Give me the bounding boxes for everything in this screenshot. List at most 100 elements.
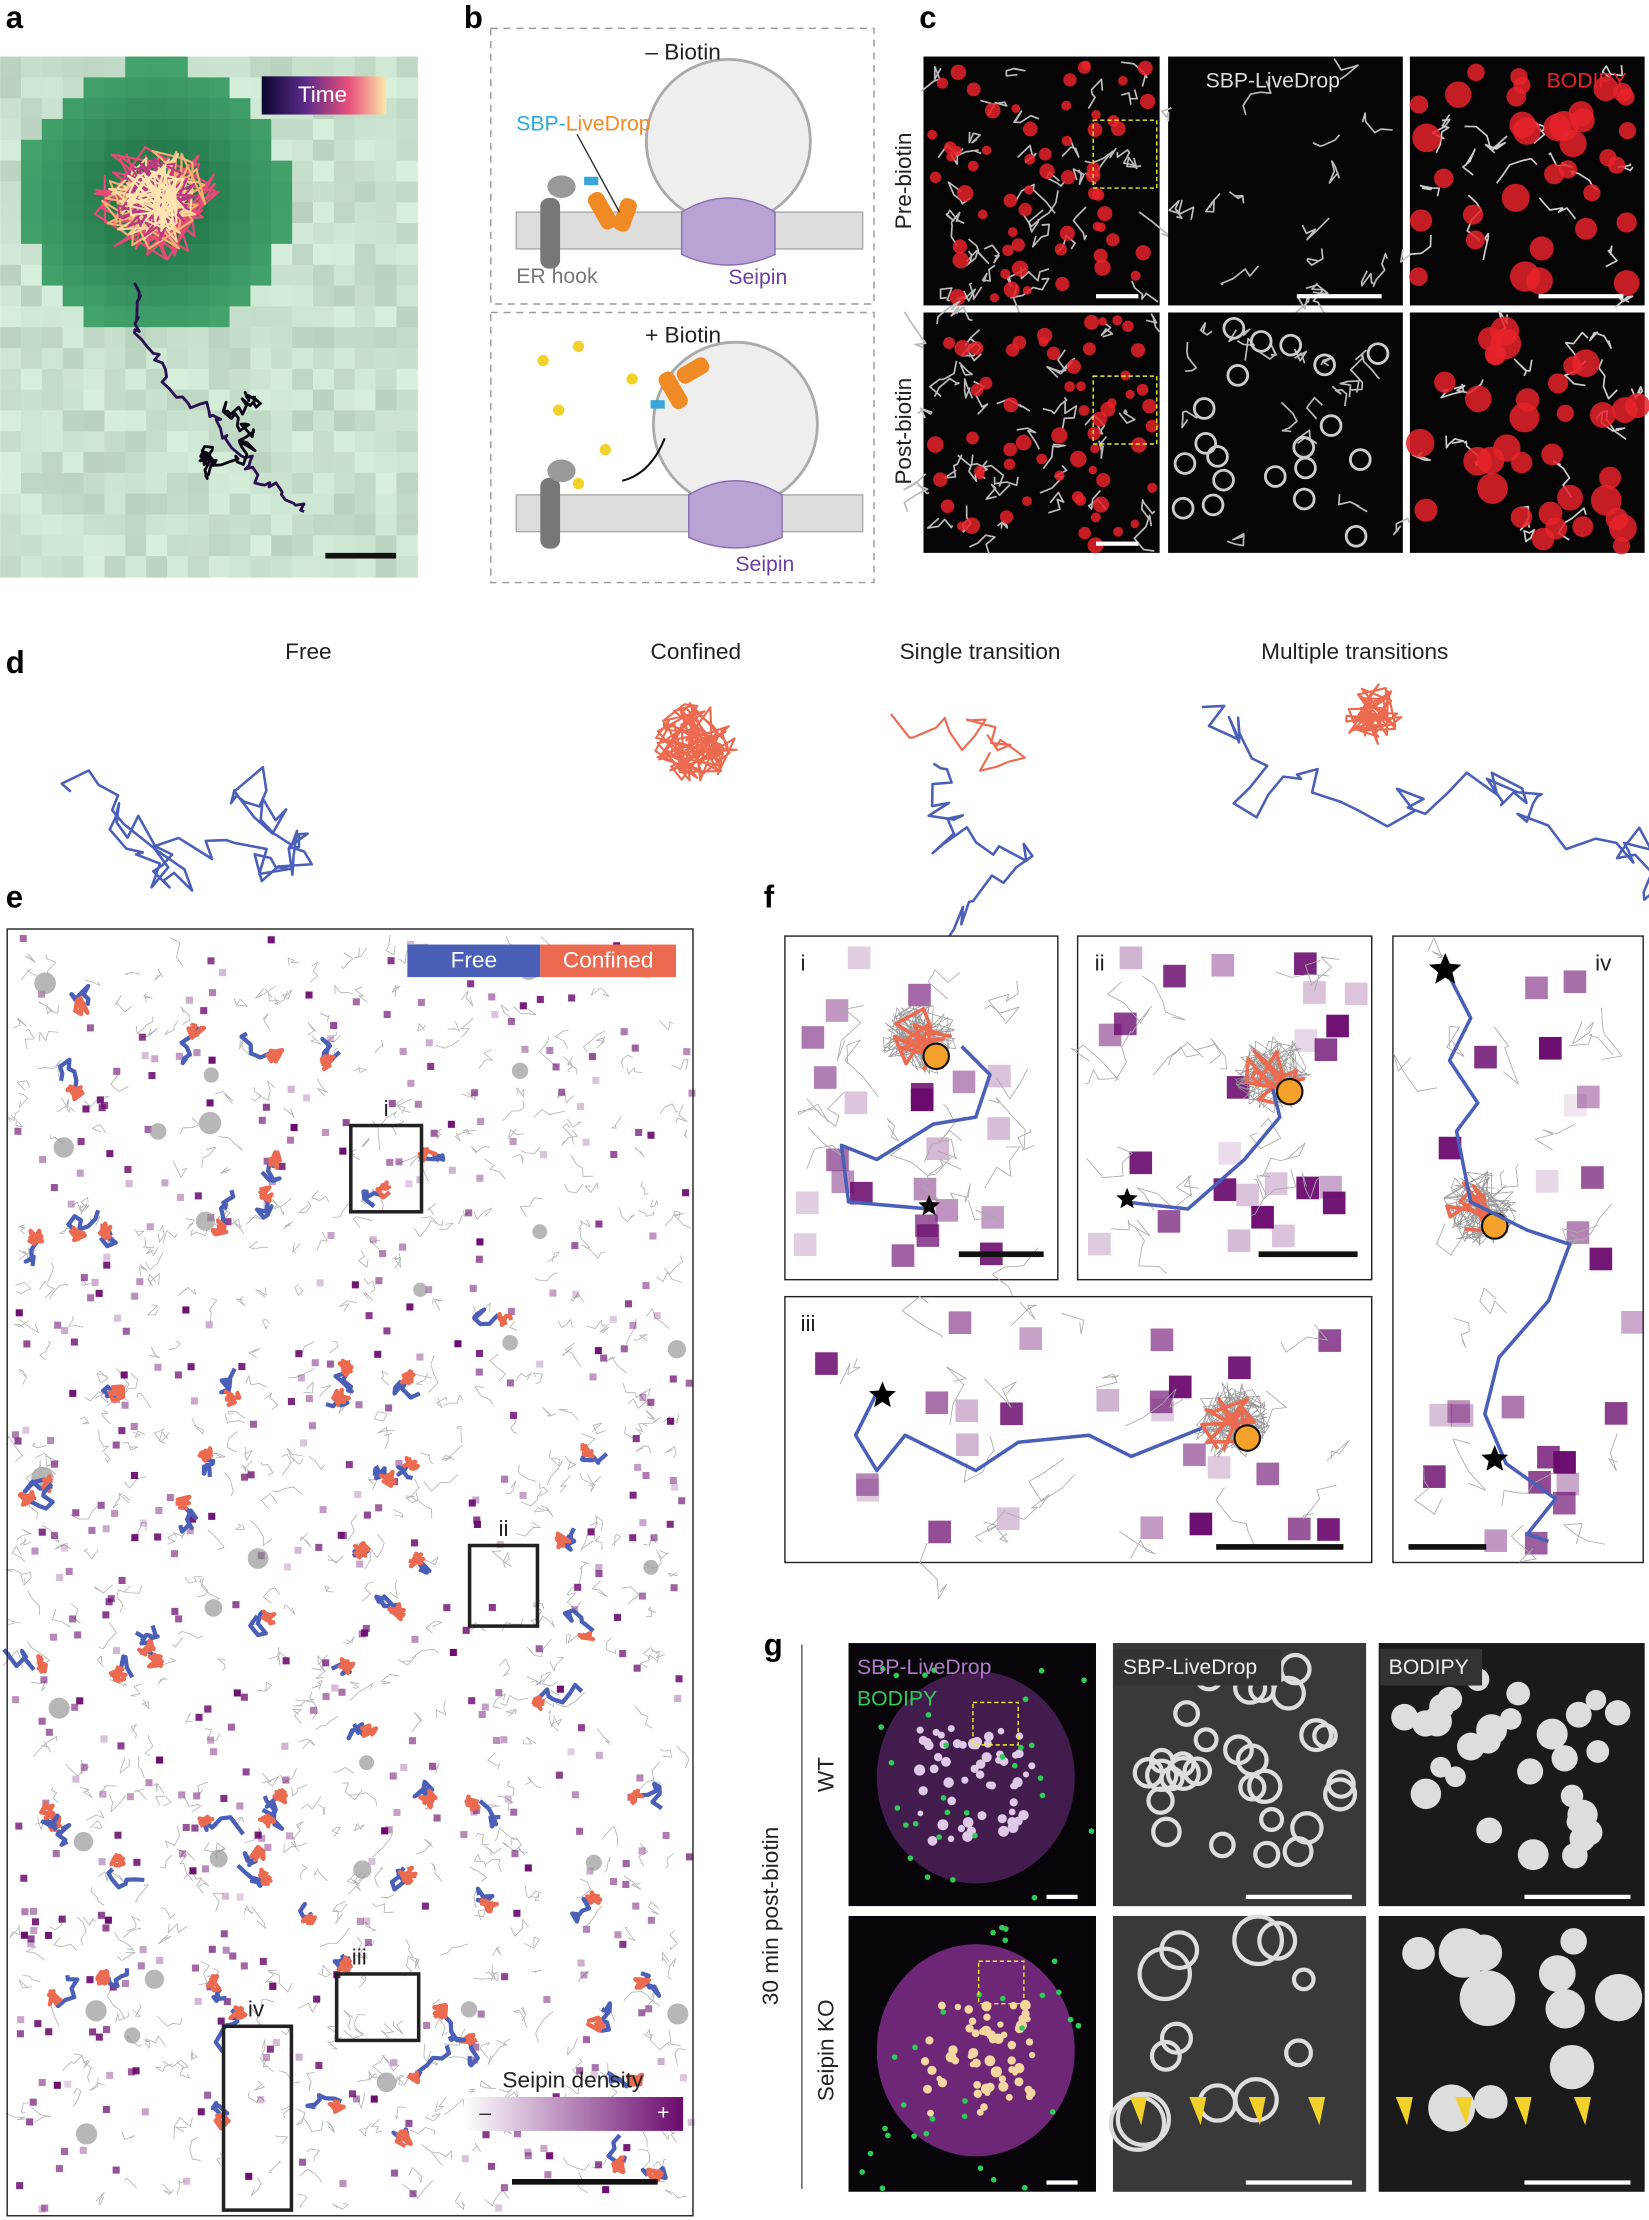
confined-track [186,1022,207,1040]
er-fiber [1605,245,1618,268]
seipin-pixel [645,2005,653,2013]
droplet [924,1874,931,1880]
pixel [271,431,293,453]
pixel [312,264,335,287]
seipin-pixel [20,1931,28,1939]
background-track [659,1103,679,1114]
seipin-pixel [996,1507,1020,1530]
background-track [39,1459,57,1475]
background-track [984,1004,1020,1025]
background-track [316,1078,328,1097]
free-track [2,1648,36,1672]
droplet [943,337,956,350]
background-track [173,2126,187,2140]
background-track [311,1679,323,1690]
seipin-pixel [38,2078,46,2086]
pixel [333,264,356,287]
pixel [83,223,106,245]
background-track [358,1973,367,1988]
inset-frame [784,1295,1373,1564]
droplet [1279,1652,1312,1686]
seipin-pixel [151,1055,159,1063]
seipin-pixel [1228,1356,1251,1380]
seipin-pixel [102,1611,110,1619]
seipin-pixel [217,2017,225,2025]
free-track [179,1026,202,1066]
confined-track [257,1813,277,1829]
droplet [1003,397,1019,413]
droplet [1082,342,1096,356]
droplet [943,1742,949,1749]
pixel [375,472,398,495]
seipin-pixel [632,1902,640,1910]
er-fiber [1306,396,1323,420]
er-fiber [1009,277,1050,299]
background-track [267,1776,279,1787]
background-track [564,1342,581,1367]
background-track [209,1298,218,1322]
background-track [357,2073,377,2083]
seipin-pixel [60,1544,68,1552]
seipin-pixel [417,998,425,1007]
seipin-pixel [543,1995,551,2004]
seipin-pixel [430,1129,438,1137]
background-track [358,2122,372,2137]
droplet [1130,343,1146,358]
background-track [121,1442,139,1451]
seipin-pixel [671,1483,679,1491]
background-track [645,1410,655,1421]
background-track [283,1604,296,1615]
droplet [1075,2022,1082,2029]
droplet [1467,63,1485,82]
seipin-pixel [327,1231,335,1240]
background-track [97,1655,104,1668]
seipin-pixel [910,1088,934,1112]
background-track [372,1825,394,1858]
background-track [395,1098,411,1113]
confined-track [197,1446,213,1463]
haze [1112,1643,1367,1907]
seipin-pixel [647,1398,655,1406]
background-track [381,2054,400,2072]
background-track [505,1709,517,1718]
er-fiber [1333,58,1359,81]
background-track [97,1871,109,1882]
pixel [208,285,231,308]
background-track [839,1357,861,1385]
background-track [415,1492,433,1519]
seipin-pixel [1314,1038,1338,1062]
background-track [332,2202,349,2210]
confined-track [627,1788,644,1806]
pixel [208,264,231,287]
pixel [333,139,356,162]
background-track [179,1853,194,1882]
pixel [292,181,314,203]
background-track [176,2061,191,2079]
pixel [375,368,398,391]
seipin-pixel [189,1515,197,1523]
pixel [208,514,231,536]
droplet [976,2108,984,2116]
er-fiber [1048,491,1065,514]
pixel [41,514,64,536]
droplet [1055,1989,1062,1996]
background-track [259,2039,267,2068]
pixel [41,160,64,183]
background-track [379,1111,398,1127]
background-track [988,980,1019,1022]
pixel [271,223,293,245]
er-fiber [1027,209,1044,233]
droplet [967,160,979,172]
droplet [968,2047,979,2059]
seipin-pixel [1226,1076,1250,1099]
seipin-pixel [631,1044,639,1052]
background-track [268,1647,281,1666]
pixel [166,410,189,432]
pixel [229,119,252,141]
background-track [157,1934,172,1945]
pixel [354,493,377,516]
droplet [1434,168,1454,189]
background-track [18,1369,27,1385]
background-track [31,2107,51,2123]
seipin-pixel [1183,1443,1206,1467]
